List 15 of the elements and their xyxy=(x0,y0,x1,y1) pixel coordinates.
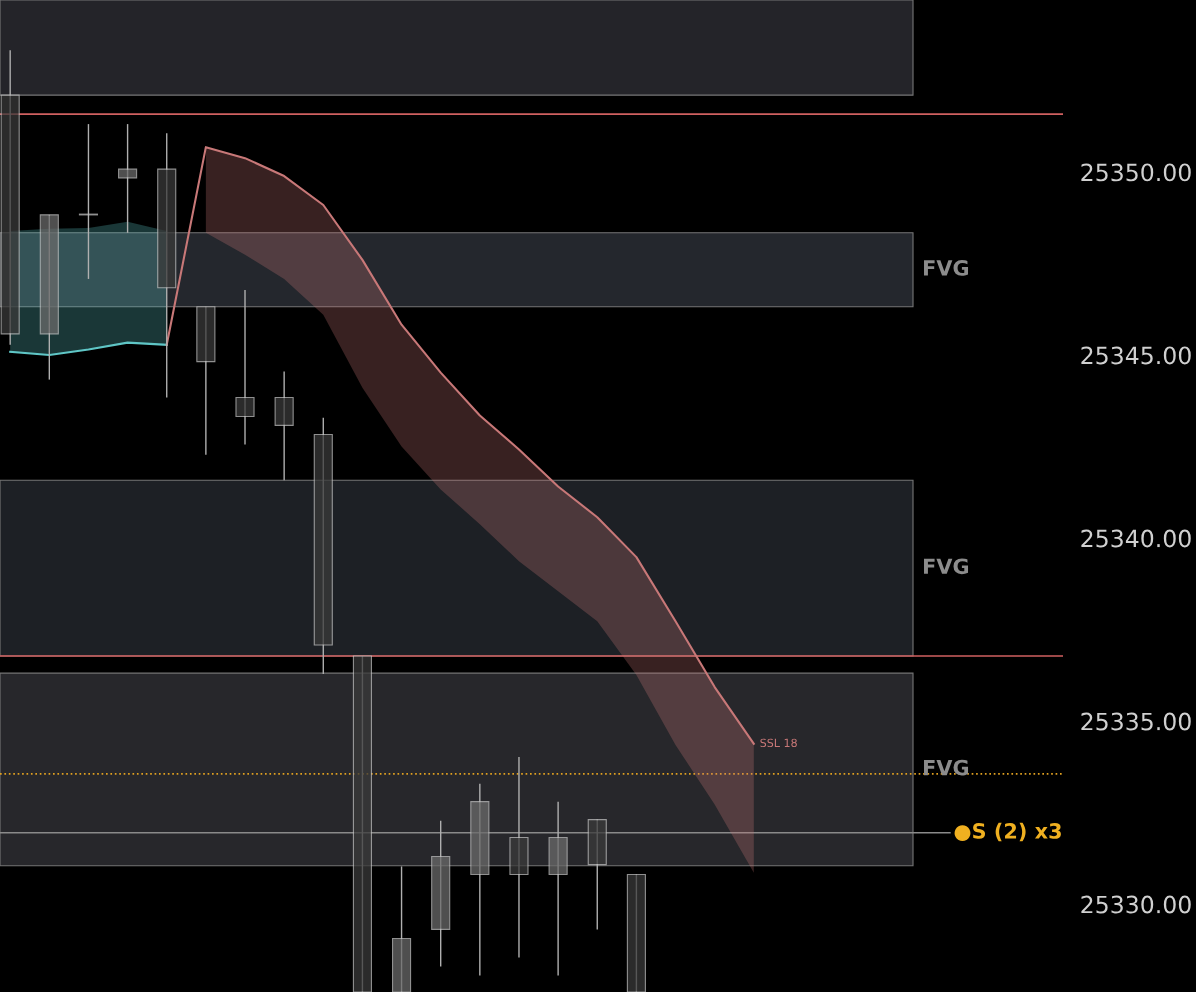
annotation: SSL 18 xyxy=(760,738,797,748)
line-series xyxy=(9,341,168,357)
ref-line-label: ●S (2) x3 xyxy=(954,822,1061,842)
candlestick xyxy=(235,289,255,446)
band-label: FVG xyxy=(924,558,969,575)
y-tick-label: 25335.00 xyxy=(1081,712,1191,731)
line-series xyxy=(165,146,755,745)
y-tick-label: 25350.00 xyxy=(1081,163,1191,182)
y-tick-label: 25345.00 xyxy=(1081,346,1191,365)
y-tick-label: 25340.00 xyxy=(1081,529,1191,548)
band-label: FVG xyxy=(924,759,969,776)
y-tick-label: 25330.00 xyxy=(1081,895,1191,914)
candlestick xyxy=(118,123,138,234)
band-label: FVG xyxy=(924,260,969,276)
candlestick xyxy=(78,123,99,280)
